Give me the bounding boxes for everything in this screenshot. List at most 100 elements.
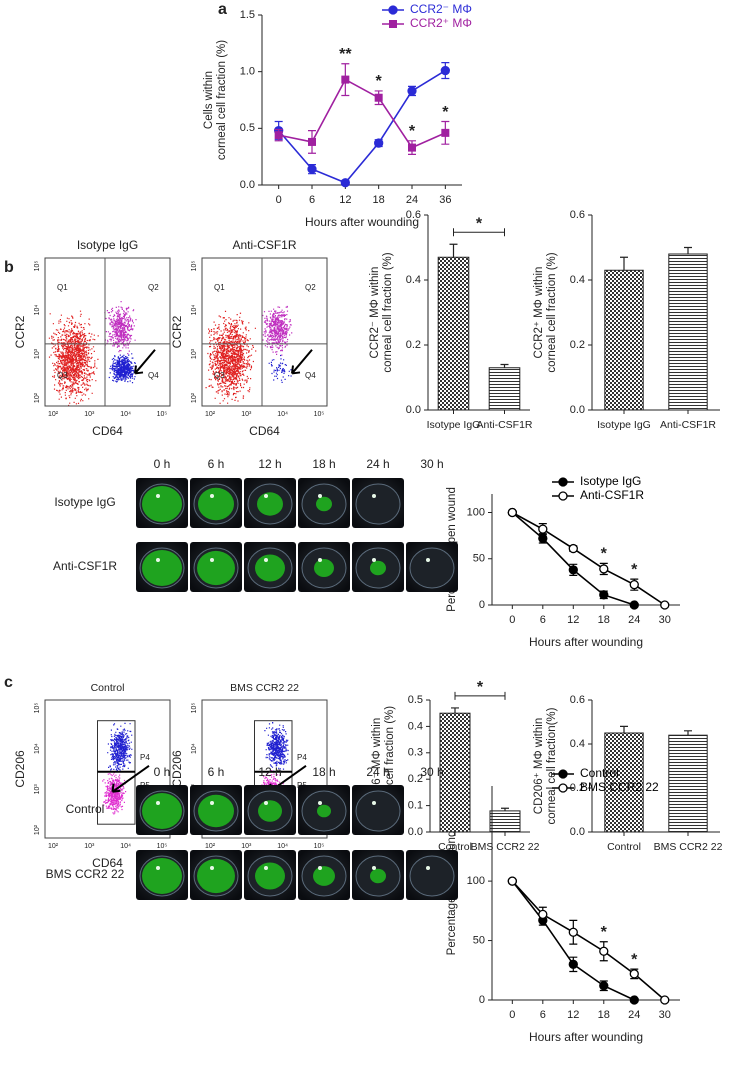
marker [538,524,548,534]
flow-tick: 10³ [34,784,41,795]
x-axis-label: Hours after wounding [529,635,643,649]
y-tick-label: 0.0 [408,826,423,838]
marker [558,783,568,793]
significance: * [376,73,383,90]
glare [210,866,214,870]
glare [372,494,376,498]
marker [558,491,568,501]
x-axis-label: Hours after wounding [305,215,419,229]
marker [389,20,397,28]
x-tick-label: 18 [598,1009,610,1021]
x-tick-label: 30 [659,614,671,626]
flow-tick: 10⁵ [191,261,198,272]
time-label: 30 h [420,765,443,779]
x-tick-label: Isotype IgG [427,419,481,431]
marker [538,533,548,544]
flow-plot: Control CD206 CD64 10² 10² 10³ 10³ 10⁴ 10⁴ 10⁵ 10⁵… [13,682,171,870]
significance: * [631,951,638,968]
stain [197,858,235,894]
y-tick-label: 0.4 [570,738,585,750]
x-tick-label: 6 [540,614,546,626]
flow-tick: 10² [34,824,41,835]
marker [388,5,398,15]
y-tick-label: 0 [479,994,485,1006]
stain [314,559,334,577]
marker [599,981,609,991]
marker [440,65,450,76]
flow-tick: 10⁵ [34,703,41,714]
y-axis-label-line: corneal cell fraction (%) [382,252,394,372]
legend-label: Control [580,766,619,780]
marker [629,580,639,590]
bar [604,269,644,411]
cell-dots [48,310,99,407]
flow-tick: 10⁵ [157,411,168,418]
stain [257,492,283,516]
y-tick-label: 0.4 [406,274,421,286]
flow-frame [201,257,328,407]
time-label: 18 h [312,457,335,471]
legend-label: Isotype IgG [580,474,641,488]
significance: * [477,679,484,696]
y-axis-label-line: corneal cell fraction(%) [546,707,558,824]
glare [264,801,268,805]
marker [629,969,639,979]
marker [599,564,609,574]
y-tick-label: 1.0 [240,66,255,78]
x-tick-label: 0 [276,194,282,206]
stain [255,554,285,582]
marker [507,507,517,518]
x-tick-label: Control [607,841,641,853]
marker [441,128,450,137]
significance: * [631,561,638,578]
bar [488,367,521,411]
y-axis-label-line: CCR2⁺ MΦ within [533,267,545,359]
bar [604,732,644,833]
flow-tick: 10⁴ [277,843,288,850]
marker [507,876,517,886]
legend-label: BMS CCR2 22 [580,780,659,794]
marker [538,909,548,920]
flow-tick: 10² [205,843,216,850]
flow-tick: 10⁵ [314,843,325,850]
y-tick-label: 0.4 [408,720,423,732]
significance: * [442,104,449,121]
row-label: Control [66,802,105,816]
significance: * [601,924,608,941]
marker [629,600,639,610]
flow-tick: 10⁵ [34,261,41,272]
marker [407,86,417,96]
flow-title: Control [91,682,125,694]
marker [629,995,639,1005]
y-tick-label: 0.5 [240,122,255,134]
glare [156,866,160,870]
cornea [355,483,401,525]
marker [599,946,609,956]
bar [668,253,708,411]
x-axis-label: Hours after wounding [529,1030,643,1044]
panel-letter: c [4,674,13,691]
y-axis-label: Cells withincorneal cell fraction (%) [203,40,228,160]
stain [255,862,285,890]
gate-label: Q4 [148,371,159,380]
chart: 0.0 0.2 0.4 0.6 CCR2⁻ MΦ withincorneal cell … [369,209,533,431]
y-tick-label: 0.2 [570,782,585,794]
x-tick-label: BMS CCR2 22 [654,841,723,853]
gate-label: Q3 [57,371,68,380]
panel-letter: b [4,259,14,276]
flow-tick: 10³ [241,411,252,418]
time-label: 24 h [366,765,389,779]
y-axis-label-line: corneal cell fraction (%) [546,252,558,372]
time-label: 6 h [208,765,225,779]
legend-label: CCR2⁺ MΦ [410,16,472,30]
gate-label: Q2 [305,283,316,292]
flow-title: Anti-CSF1R [232,238,296,252]
flow-tick: 10³ [84,843,95,850]
flow-tick: 10⁵ [191,703,198,714]
glare [426,866,430,870]
time-label: 12 h [258,765,281,779]
series-line [278,69,446,184]
glare [156,558,160,562]
y-axis-label-line: CD206⁺ MΦ within [533,718,545,814]
